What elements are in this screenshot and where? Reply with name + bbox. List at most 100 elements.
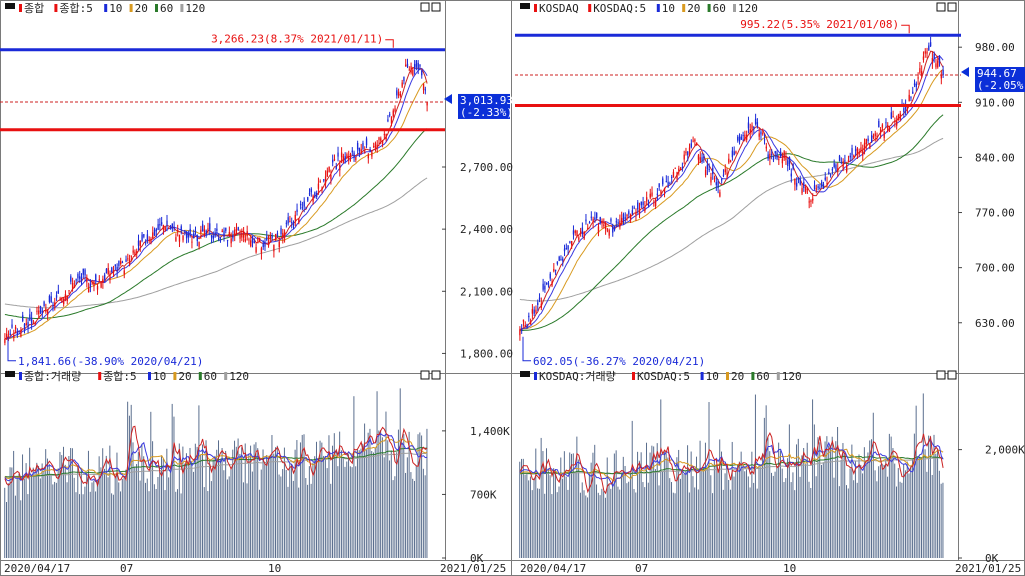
- volume-bar: [869, 440, 871, 558]
- y-tick-label: 0K: [985, 552, 999, 565]
- close-icon[interactable]: [947, 370, 957, 380]
- volume-bar: [576, 436, 578, 558]
- candle-body: [796, 182, 798, 187]
- vol-ma10-line: [4, 433, 428, 483]
- volume-bar: [55, 482, 57, 558]
- volume-bar: [351, 467, 353, 558]
- candle-body: [697, 155, 700, 160]
- candle-body: [216, 228, 218, 232]
- candle-body: [166, 220, 168, 226]
- volume-bar: [881, 463, 883, 558]
- candle-body: [355, 156, 357, 161]
- candle-body: [785, 157, 787, 161]
- volume-bar: [248, 454, 250, 558]
- candle-body: [221, 230, 223, 233]
- candle-body: [283, 231, 286, 239]
- legend-marker: [19, 372, 22, 380]
- volume-bar: [729, 489, 731, 558]
- volume-bar: [906, 461, 908, 558]
- volume-bar: [178, 443, 180, 558]
- candle-body: [9, 333, 11, 336]
- close-icon[interactable]: [431, 370, 441, 380]
- candle-body: [642, 201, 644, 206]
- candle-body: [75, 279, 77, 281]
- candle-body: [405, 64, 407, 67]
- volume-bar: [821, 464, 823, 558]
- volume-bar: [380, 430, 382, 558]
- close-icon[interactable]: [947, 2, 957, 12]
- volume-bar: [851, 444, 853, 558]
- candle-body: [537, 302, 539, 305]
- candle-body: [899, 113, 901, 120]
- volume-bar: [622, 456, 624, 558]
- volume-bar: [838, 486, 840, 558]
- volume-bar: [590, 462, 592, 558]
- maximize-icon[interactable]: [936, 2, 946, 12]
- candle-body: [781, 158, 784, 164]
- x-tick-label: 10: [268, 562, 281, 575]
- candle-body: [294, 214, 296, 221]
- candle-body: [301, 207, 304, 209]
- candle-body: [169, 227, 172, 230]
- candle-body: [360, 149, 362, 153]
- candle-body: [337, 152, 339, 157]
- volume-bar: [419, 432, 421, 558]
- maximize-icon[interactable]: [936, 370, 946, 380]
- candle-body: [603, 224, 605, 226]
- volume-bar: [842, 443, 844, 558]
- candle-body: [20, 329, 22, 337]
- candle-body: [116, 266, 118, 272]
- candle-body: [332, 159, 334, 163]
- volume-bar: [856, 482, 858, 558]
- volume-bar: [865, 463, 867, 558]
- volume-bar: [538, 488, 540, 558]
- candle-body: [93, 280, 95, 287]
- candle-body: [671, 177, 673, 179]
- volume-bar: [185, 453, 187, 558]
- candle-body: [210, 234, 213, 238]
- close-icon[interactable]: [431, 2, 441, 12]
- candle-body: [160, 222, 163, 225]
- volume-bar: [585, 495, 587, 558]
- candle-body: [137, 240, 140, 246]
- maximize-icon[interactable]: [420, 2, 430, 12]
- volume-bar: [763, 417, 765, 558]
- volume-bar: [7, 483, 9, 558]
- volume-bar: [713, 460, 715, 558]
- candle-body: [205, 230, 207, 235]
- volume-bar: [159, 471, 161, 558]
- candle-body: [667, 181, 669, 187]
- candle-body: [597, 226, 600, 233]
- maximize-icon[interactable]: [420, 370, 430, 380]
- y-tick-label: 770.00: [975, 207, 1015, 220]
- candle-body: [321, 187, 323, 190]
- candle-body: [317, 183, 320, 189]
- candle-body: [572, 230, 575, 235]
- candle-body: [828, 171, 830, 175]
- volume-bar: [592, 452, 594, 558]
- candle-body: [164, 227, 166, 231]
- volume-bar: [896, 486, 898, 558]
- candle-body: [335, 166, 337, 170]
- volume-bar: [931, 474, 933, 558]
- volume-bar: [726, 467, 728, 558]
- volume-bar: [30, 474, 32, 558]
- ma120-line: [519, 137, 944, 302]
- candle-body: [938, 57, 941, 63]
- candle-body: [344, 156, 346, 162]
- volume-bar: [79, 494, 81, 558]
- volume-bar: [813, 424, 815, 558]
- volume-bar: [910, 465, 912, 558]
- candle-body: [829, 174, 832, 176]
- candle-body: [685, 151, 687, 154]
- candle-body: [82, 268, 84, 275]
- volume-bar: [348, 454, 350, 558]
- volume-bar: [353, 396, 355, 558]
- candle-body: [250, 240, 252, 247]
- candle-body: [187, 233, 190, 238]
- volume-bar: [112, 494, 114, 558]
- legend-marker: [173, 372, 177, 380]
- candle-body: [228, 231, 231, 237]
- legend-marker: [224, 372, 228, 380]
- volume-bar: [244, 443, 246, 558]
